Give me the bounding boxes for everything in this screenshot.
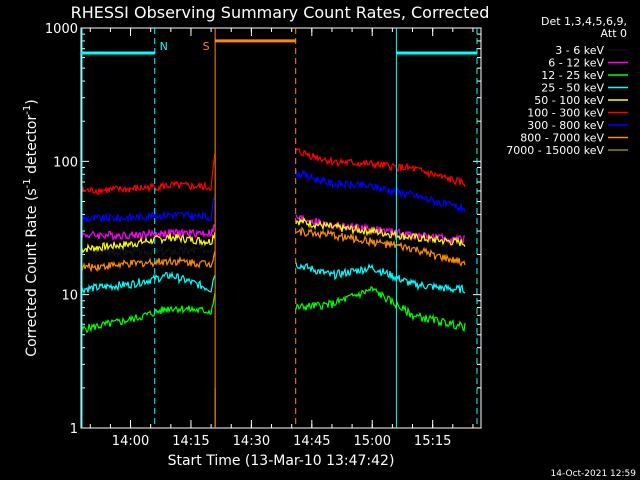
- series-line: [81, 148, 466, 196]
- flag-label-n: N: [160, 40, 168, 53]
- flag-label-s: S: [203, 40, 210, 53]
- plot-frame: [80, 27, 482, 429]
- legend-entry-label: 12 - 25 keV: [541, 69, 604, 82]
- series-line: [81, 262, 466, 295]
- y-axis-label-main: Corrected Count Rate (s: [24, 188, 40, 356]
- legend-header-line1: Det 1,3,4,5,6,9,: [541, 15, 627, 28]
- legend-header-line2: Att 0: [601, 27, 627, 40]
- x-tick-label: 15:15: [414, 434, 451, 449]
- y-tick-label: 1: [70, 422, 78, 437]
- legend-entry-label: 25 - 50 keV: [541, 82, 604, 95]
- legend-entry-label: 7000 - 15000 keV: [506, 144, 604, 157]
- x-tick-label: 14:00: [112, 434, 149, 449]
- series-line: [81, 169, 466, 224]
- x-tick-label: 14:15: [172, 434, 209, 449]
- legend-entry-label: 800 - 7000 keV: [520, 132, 604, 145]
- y-axis-label: Corrected Count Rate (s-1 detector-1): [22, 99, 40, 356]
- y-axis-label-end: ): [24, 99, 40, 104]
- legend-entry-label: 6 - 12 keV: [548, 57, 604, 70]
- y-axis-label-sup2: -1: [22, 105, 33, 115]
- x-tick-label: 14:45: [293, 434, 330, 449]
- footer-timestamp: 14-Oct-2021 12:59: [551, 469, 637, 479]
- series-line: [81, 214, 466, 258]
- y-tick-label: 10: [61, 289, 78, 304]
- x-tick-label: 14:30: [233, 434, 270, 449]
- chart-title: RHESSI Observing Summary Count Rates, Co…: [71, 3, 490, 22]
- axis-ticks-group: [81, 27, 481, 429]
- y-tick-label: 100: [53, 155, 78, 170]
- x-tick-label: 15:00: [354, 434, 391, 449]
- x-tick-labels-group: 14:00 14:15 14:30 14:45 15:00 15:15: [112, 434, 452, 449]
- legend-entry-label: 50 - 100 keV: [534, 94, 604, 107]
- legend-entry-label: 3 - 6 keV: [555, 44, 604, 57]
- series-line: [81, 217, 466, 254]
- x-axis-label: Start Time (13-Mar-10 13:47:42): [168, 453, 395, 469]
- legend-entry-label: 300 - 800 keV: [527, 119, 604, 132]
- y-axis-label-mid: detector: [24, 115, 40, 179]
- legend-entry-label: 100 - 300 keV: [527, 107, 604, 120]
- y-tick-label: 1000: [45, 22, 78, 37]
- y-tick-labels-group: 1 10 100 1000: [45, 22, 78, 437]
- y-axis-label-sup1: -1: [22, 178, 33, 188]
- series-line: [81, 286, 466, 334]
- series-layer: [81, 148, 466, 428]
- series-line: [81, 226, 466, 273]
